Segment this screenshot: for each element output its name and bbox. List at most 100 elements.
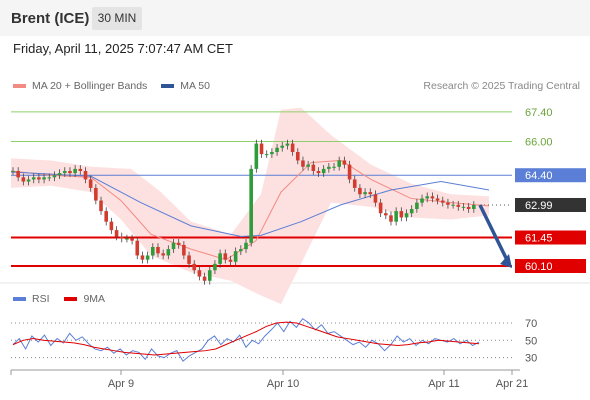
candle-body bbox=[301, 160, 305, 167]
ma50-line bbox=[10, 171, 490, 237]
candle-body bbox=[259, 143, 264, 155]
candle-body bbox=[73, 168, 77, 174]
candle-body bbox=[99, 200, 103, 212]
candle-body bbox=[306, 164, 310, 167]
candle-body bbox=[31, 177, 36, 180]
level-label-60.10: 60.10 bbox=[525, 261, 553, 273]
candle-body bbox=[176, 242, 181, 245]
candle-body bbox=[171, 242, 176, 250]
candle-body bbox=[384, 213, 388, 216]
candle-body bbox=[114, 230, 119, 237]
level-label-67.40: 67.40 bbox=[525, 107, 553, 119]
candle-body bbox=[37, 177, 41, 180]
candle-body bbox=[192, 263, 197, 271]
credit-text: Research © 2025 Trading Central bbox=[423, 80, 580, 92]
candle-body bbox=[399, 211, 404, 218]
level-box-62.99 bbox=[515, 197, 586, 212]
candle-body bbox=[213, 263, 217, 271]
candle-body bbox=[270, 152, 274, 155]
candle-body bbox=[472, 204, 476, 209]
candle-body bbox=[135, 240, 140, 256]
candle-body bbox=[394, 211, 398, 222]
candle-body bbox=[446, 202, 450, 205]
candle-body bbox=[409, 209, 414, 214]
rsi-level-label-50: 50 bbox=[525, 335, 537, 347]
x-tick-label-0: Apr 9 bbox=[108, 378, 134, 390]
candle-body bbox=[239, 249, 243, 252]
candle-body bbox=[62, 171, 67, 174]
level-label-66.00: 66.00 bbox=[525, 136, 553, 148]
candle-body bbox=[440, 200, 445, 203]
candle-body bbox=[57, 173, 62, 176]
ma20-line bbox=[10, 159, 490, 261]
candle-body bbox=[104, 211, 108, 222]
candle-body bbox=[415, 202, 419, 209]
legend-label-ma50: MA 50 bbox=[180, 80, 210, 92]
legend-swatch-rsi bbox=[13, 297, 26, 302]
main-legend: MA 20 + Bollinger Bands MA 50 bbox=[13, 80, 210, 92]
level-label-64.40: 64.40 bbox=[525, 170, 553, 182]
candle-body bbox=[218, 253, 222, 264]
candle-body bbox=[109, 221, 114, 231]
x-tick-label-2: Apr 11 bbox=[428, 378, 460, 390]
candle-body bbox=[42, 177, 46, 180]
candle-body bbox=[404, 213, 409, 218]
legend-label-rsi: RSI bbox=[32, 293, 50, 305]
candle-body bbox=[130, 238, 134, 241]
forecast-arrow-head bbox=[500, 254, 512, 268]
candle-body bbox=[202, 276, 207, 281]
candle-body bbox=[430, 196, 435, 199]
candle-body bbox=[21, 177, 26, 182]
rsi-9ma-line bbox=[12, 321, 480, 356]
candle-body bbox=[352, 179, 357, 188]
candle-body bbox=[254, 143, 259, 169]
candle-body bbox=[311, 164, 316, 171]
candle-body bbox=[244, 242, 248, 250]
instrument-title: Brent (ICE) bbox=[11, 10, 90, 27]
timestamp: Friday, April 11, 2025 7:07:47 AM CET bbox=[13, 41, 233, 56]
candle-body bbox=[363, 192, 367, 195]
bollinger-band-fill bbox=[11, 107, 489, 305]
candle-body bbox=[342, 160, 347, 165]
candle-body bbox=[461, 206, 466, 208]
candle-body bbox=[321, 168, 326, 174]
rsi-line bbox=[12, 317, 480, 362]
candle-body bbox=[187, 255, 191, 264]
candle-body bbox=[316, 171, 321, 174]
candle-body bbox=[197, 270, 202, 277]
legend-swatch-9ma bbox=[64, 297, 78, 302]
candle-body bbox=[26, 179, 31, 182]
candle-body bbox=[68, 171, 72, 174]
candle-body bbox=[378, 202, 383, 214]
candle-body bbox=[166, 249, 171, 256]
candle-body bbox=[327, 166, 331, 169]
candle-body bbox=[275, 147, 279, 152]
candle-body bbox=[249, 168, 253, 243]
candle-body bbox=[52, 175, 57, 178]
legend-item-bollinger: MA 20 + Bollinger Bands bbox=[13, 80, 147, 92]
x-tick-label-3: Apr 21 bbox=[496, 378, 528, 390]
legend-item-ma50: MA 50 bbox=[161, 80, 210, 92]
level-label-62.99: 62.99 bbox=[525, 200, 553, 212]
candle-body bbox=[140, 255, 145, 260]
rsi-level-label-70: 70 bbox=[525, 318, 537, 330]
legend-swatch-bollinger bbox=[13, 84, 26, 89]
candle-body bbox=[78, 168, 83, 171]
level-box-60.10 bbox=[515, 259, 586, 273]
candle-body bbox=[145, 255, 150, 260]
candle-body bbox=[223, 253, 228, 260]
candle-body bbox=[389, 215, 393, 222]
candle-body bbox=[358, 187, 362, 195]
candle-body bbox=[456, 204, 461, 207]
timeframe-button[interactable]: 30 MIN bbox=[92, 7, 142, 30]
candle-body bbox=[233, 251, 238, 262]
candle-body bbox=[88, 179, 93, 188]
candle-body bbox=[161, 253, 165, 256]
candle-body bbox=[373, 194, 378, 203]
candle-body bbox=[182, 244, 186, 256]
candle-body bbox=[435, 198, 440, 201]
level-box-61.45 bbox=[515, 230, 586, 245]
legend-swatch-ma50 bbox=[161, 84, 175, 89]
candle-body bbox=[332, 166, 336, 168]
